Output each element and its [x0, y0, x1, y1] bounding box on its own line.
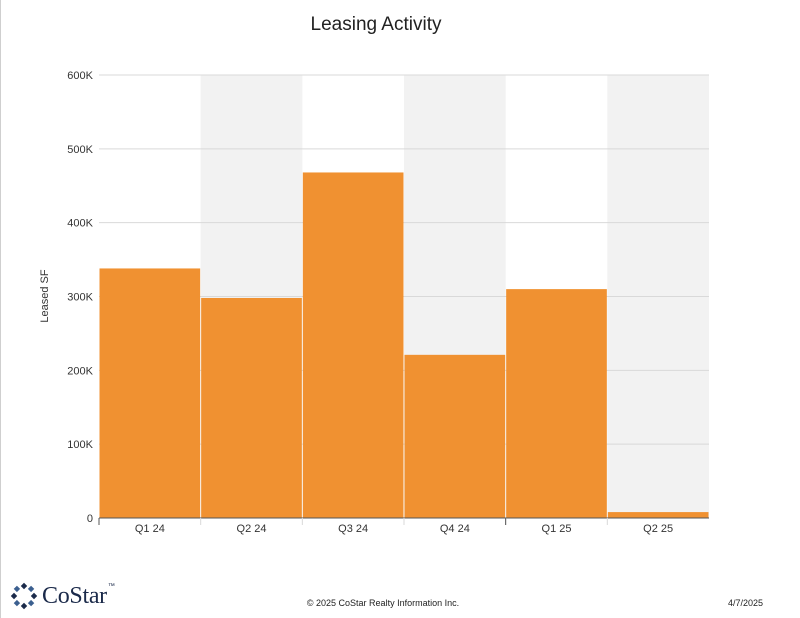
- bar-chart: 0 100K 200K 300K 400K 500K 600K Q1 24 Q2 24 Q3 2…: [39, 70, 709, 535]
- logo-diamond: [13, 585, 21, 593]
- costar-logo: CoStar ™: [10, 581, 115, 611]
- logo-diamond: [20, 602, 28, 610]
- y-tick-label: 600K: [67, 70, 93, 82]
- copyright-notice: © 2025 CoStar Realty Information Inc.: [306, 598, 460, 608]
- x-tick-label: Q1 24: [135, 523, 165, 535]
- x-tick-label: Q2 24: [237, 523, 267, 535]
- x-tick-label: Q2 25: [643, 523, 673, 535]
- bar: [302, 172, 404, 518]
- logo-diamond: [30, 592, 38, 600]
- y-axis-label: Leased SF: [39, 269, 51, 322]
- chart-title: Leasing Activity: [310, 14, 442, 35]
- logo-diamond: [20, 582, 28, 590]
- report-date: 4/7/2025: [727, 598, 763, 608]
- logo-diamond: [10, 592, 18, 600]
- logo-diamond: [27, 585, 35, 593]
- page-border: [0, 0, 1, 618]
- logo-text: CoStar: [42, 582, 107, 609]
- x-tick-label: Q1 25: [542, 523, 572, 535]
- axes: [98, 517, 709, 525]
- x-tick-label: Q3 24: [338, 523, 368, 535]
- bar: [607, 512, 709, 518]
- bar: [404, 354, 506, 518]
- bar: [99, 268, 201, 518]
- y-tick-label: 400K: [67, 218, 93, 230]
- bars: [99, 172, 709, 518]
- y-tick-labels: 0 100K 200K 300K 400K 500K 600K: [67, 70, 93, 525]
- x-tick-label: Q4 24: [440, 523, 470, 535]
- y-tick-label: 500K: [67, 144, 93, 156]
- y-tick-label: 300K: [67, 292, 93, 304]
- y-tick-label: 0: [87, 513, 93, 525]
- y-tick-label: 100K: [67, 439, 93, 451]
- y-tick-label: 200K: [67, 365, 93, 377]
- gridlines: [99, 74, 709, 445]
- bar: [506, 289, 607, 518]
- x-tick-labels: Q1 24 Q2 24 Q3 24 Q4 24 Q1 25 Q2 25: [135, 523, 673, 535]
- logo-trademark: ™: [107, 582, 115, 590]
- bar: [201, 297, 302, 518]
- costar-star-icon: [10, 582, 38, 610]
